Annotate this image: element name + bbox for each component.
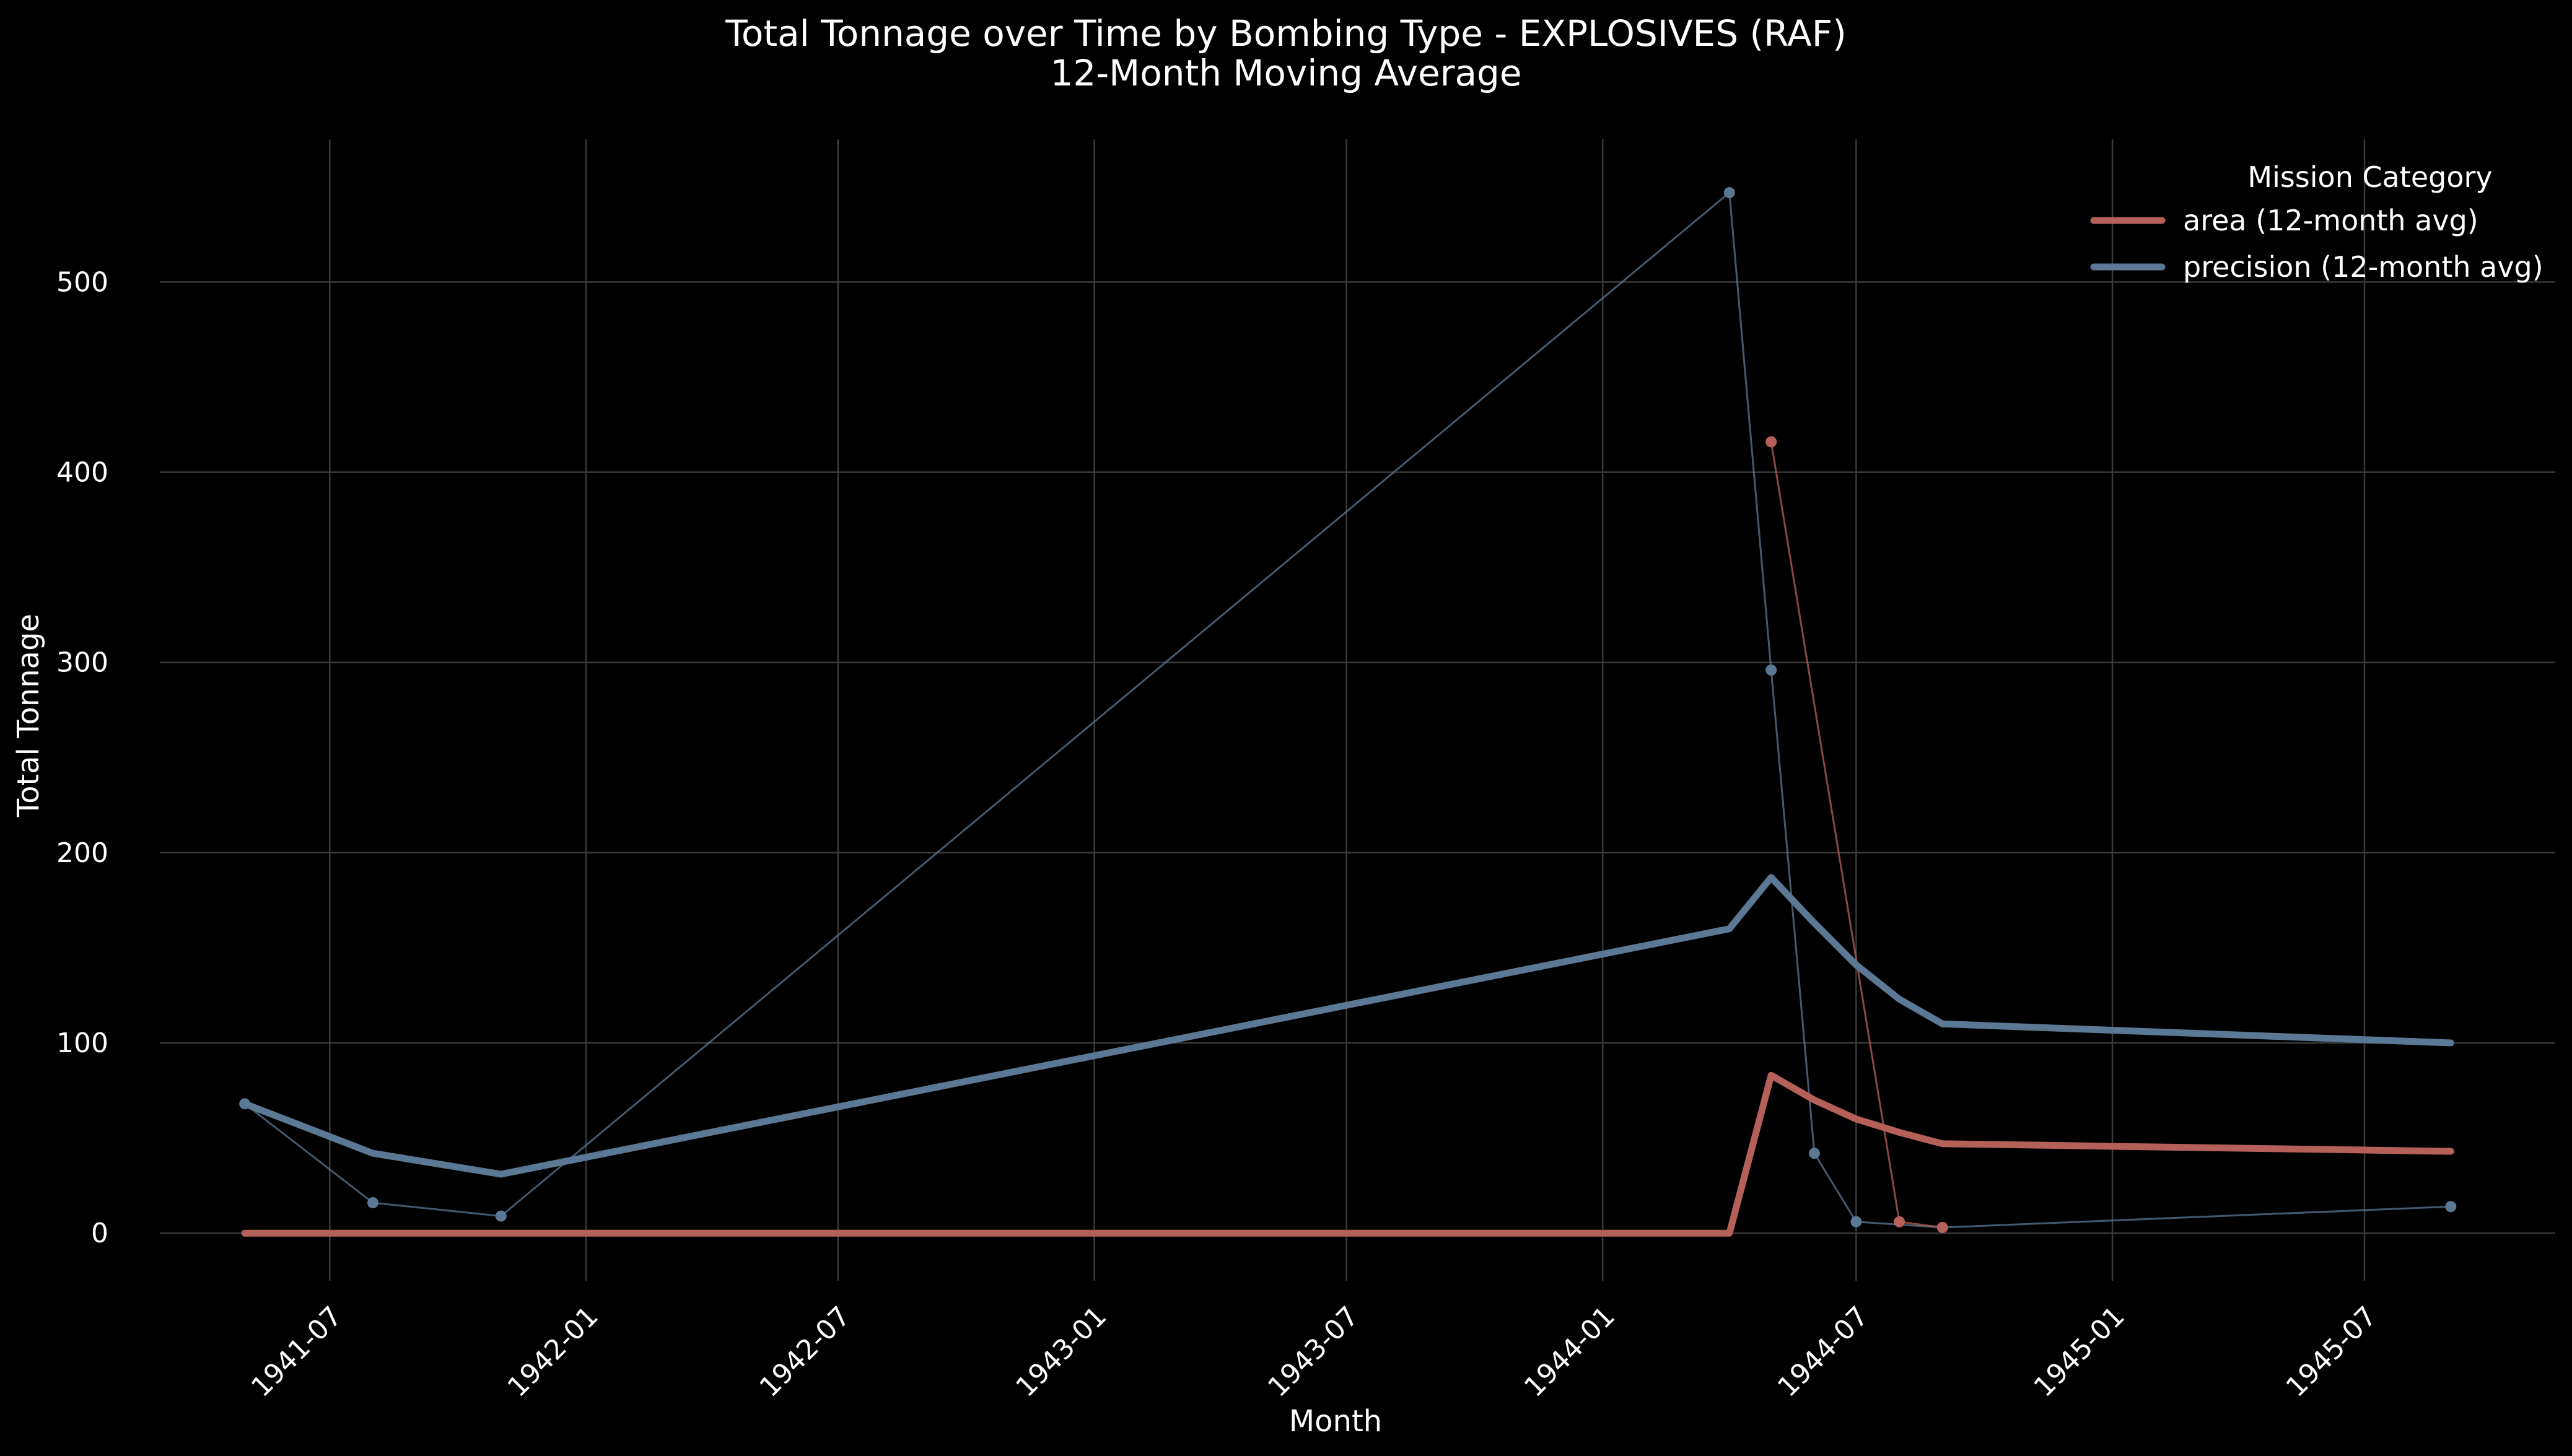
data-point-precision [1808,1148,1820,1159]
chart-subtitle: 12-Month Moving Average [1050,52,1521,94]
data-point-precision [2445,1201,2457,1213]
y-tick-label: 200 [56,837,108,869]
y-tick-label: 500 [56,266,108,298]
data-point-area [1894,1216,1905,1227]
y-tick-label: 100 [56,1027,108,1059]
x-axis-label: Month [1289,1404,1382,1439]
data-point-precision [1850,1216,1862,1227]
series-line-precision-monthly [244,191,2451,1229]
data-point-area [1936,1221,1948,1233]
series-line-area-avg [241,1071,2454,1237]
grid [160,139,2555,1281]
series-layer [239,187,2457,1237]
data-point-precision [1723,187,1735,199]
x-tick-label: 1944-07 [1772,1301,1874,1403]
y-axis-label: Total Tonnage [11,614,46,817]
chart-title: Total Tonnage over Time by Bombing Type … [725,12,1846,54]
legend: Mission Category area (12-month avg) pre… [2090,160,2544,284]
data-point-precision [367,1197,378,1209]
series-area-moving-average [241,1071,2454,1237]
x-tick-label: 1941-07 [245,1301,348,1403]
series-precision-monthly [239,187,2457,1233]
series-area-monthly [1765,436,1948,1233]
series-precision-moving-average [241,874,2454,1178]
x-tick-label: 1945-07 [2280,1301,2383,1403]
legend-label-area: area (12-month avg) [2183,204,2478,237]
x-tick-label: 1943-07 [1262,1301,1365,1403]
x-tick-label: 1943-01 [1010,1301,1113,1403]
y-tick-label: 300 [56,647,108,679]
legend-title: Mission Category [2247,160,2492,194]
data-point-precision [495,1210,507,1222]
data-point-area [1765,436,1777,448]
x-tick-label: 1942-07 [754,1301,857,1403]
data-point-precision [1765,664,1777,676]
legend-label-precision: precision (12-month avg) [2183,250,2544,284]
x-tick-label: 1944-01 [1518,1301,1621,1403]
y-tick-label: 0 [91,1218,108,1249]
y-tick-label: 400 [56,457,108,489]
x-tick-label: 1945-01 [2028,1301,2131,1403]
x-tick-label: 1942-01 [502,1301,605,1403]
series-line-precision-avg [241,874,2454,1178]
